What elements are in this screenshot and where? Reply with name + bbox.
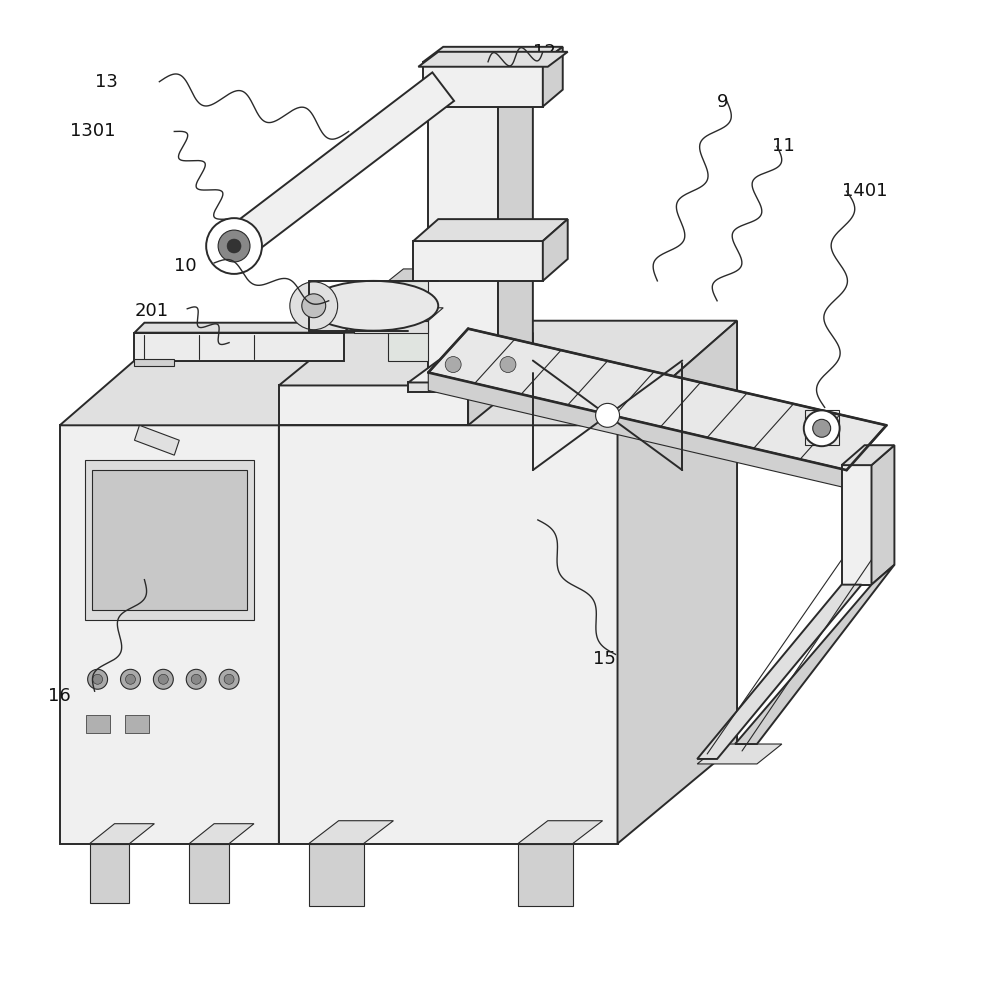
Polygon shape [90,844,129,903]
Circle shape [302,294,326,318]
Polygon shape [90,824,154,844]
Polygon shape [279,385,468,425]
Circle shape [227,239,241,253]
Ellipse shape [309,281,438,331]
Polygon shape [134,333,344,361]
Polygon shape [125,715,149,733]
Polygon shape [413,241,543,281]
Polygon shape [543,219,568,281]
Text: 10: 10 [174,257,197,275]
Polygon shape [279,333,533,385]
Polygon shape [86,715,110,733]
Polygon shape [697,744,782,764]
Polygon shape [279,425,618,844]
Polygon shape [85,460,254,620]
Text: 9: 9 [717,93,729,111]
Circle shape [813,419,831,437]
Polygon shape [518,844,573,906]
Circle shape [219,669,239,689]
Polygon shape [60,425,279,844]
Text: 1301: 1301 [70,122,116,140]
Circle shape [445,357,461,373]
Text: 11: 11 [772,137,795,155]
Polygon shape [309,821,393,844]
Circle shape [153,669,173,689]
Circle shape [93,674,103,684]
Circle shape [158,674,168,684]
Polygon shape [543,47,563,107]
Polygon shape [408,382,533,392]
Circle shape [290,282,338,330]
Polygon shape [428,329,886,470]
Circle shape [218,230,250,262]
Polygon shape [428,72,533,102]
Polygon shape [413,219,568,241]
Polygon shape [618,321,737,844]
Polygon shape [872,445,894,585]
Circle shape [125,674,135,684]
Text: 12: 12 [533,43,556,61]
Circle shape [224,674,234,684]
Circle shape [596,403,620,427]
Polygon shape [498,72,533,385]
Polygon shape [134,323,354,333]
Polygon shape [408,361,563,382]
Polygon shape [428,373,847,488]
Polygon shape [60,361,354,425]
Polygon shape [189,824,254,844]
Polygon shape [354,308,443,321]
Circle shape [186,669,206,689]
Polygon shape [697,585,862,759]
Circle shape [804,410,840,446]
Polygon shape [423,47,563,62]
Circle shape [500,357,516,373]
Circle shape [206,218,262,274]
Polygon shape [423,62,543,107]
Polygon shape [223,72,454,260]
Text: 15: 15 [593,650,616,668]
Circle shape [88,669,108,689]
Polygon shape [279,321,737,425]
Polygon shape [92,470,247,610]
Polygon shape [735,565,894,744]
Polygon shape [418,52,568,67]
Text: 201: 201 [134,302,168,320]
Text: 16: 16 [48,687,71,705]
Polygon shape [842,445,894,465]
Circle shape [121,669,140,689]
Polygon shape [134,425,179,455]
Polygon shape [842,465,872,585]
Polygon shape [354,321,428,333]
Polygon shape [134,359,174,366]
Polygon shape [428,102,498,385]
Polygon shape [388,269,443,281]
Polygon shape [309,844,364,906]
Polygon shape [468,333,533,425]
Polygon shape [189,844,229,903]
Circle shape [191,674,201,684]
Text: 13: 13 [95,73,118,91]
Text: 1401: 1401 [842,182,887,200]
Polygon shape [518,821,603,844]
Polygon shape [388,281,428,361]
Polygon shape [279,361,354,844]
